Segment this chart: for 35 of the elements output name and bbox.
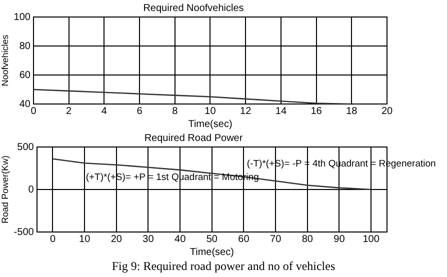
y-tick-label: 100: [14, 12, 31, 23]
x-tick-label: 2: [66, 106, 72, 117]
x-axis-title: Time(sec): [188, 118, 232, 130]
caption: Fig 9: Required road power and no of vehicles: [110, 258, 336, 274]
x-tick-label: 80: [302, 234, 314, 245]
chart-title: Required Noofvehicles: [143, 2, 244, 14]
x-tick-label: 4: [101, 106, 108, 117]
x-tick-label: 18: [346, 106, 358, 117]
x-tick-label: 14: [275, 106, 287, 117]
chart-title: Required Road Power: [144, 132, 244, 144]
y-tick-label: 500: [17, 142, 34, 153]
y-tick-label: 80: [19, 40, 31, 52]
x-tick-label: 30: [142, 234, 154, 245]
x-tick-label: 0: [50, 234, 56, 245]
x-tick-label: 50: [206, 234, 218, 245]
x-tick-label: 40: [174, 234, 186, 245]
y-tick-label: 40: [19, 98, 31, 110]
x-tick-label: 8: [172, 106, 178, 117]
x-tick-label: 20: [381, 106, 393, 117]
x-tick-label: 10: [204, 106, 216, 117]
x-axis-title: Time(sec): [190, 246, 234, 258]
y-tick-label: -500: [14, 226, 34, 238]
x-tick-label: 70: [270, 234, 282, 245]
x-tick-label: 90: [334, 234, 346, 245]
x-tick-label: 100: [362, 234, 380, 245]
x-tick-label: 20: [110, 234, 122, 245]
x-tick-label: 10: [79, 234, 91, 245]
y-tick-label: 60: [19, 70, 31, 81]
x-tick-label: 6: [136, 106, 143, 117]
x-tick-label: 12: [240, 106, 252, 117]
y-axis-title: Road Power(Kw): [0, 155, 10, 224]
x-tick-label: 60: [238, 234, 250, 245]
y-axis-title: Noofvehicles: [0, 34, 10, 86]
x-tick-label: 16: [310, 106, 322, 117]
y-tick-label: 0: [28, 184, 34, 196]
